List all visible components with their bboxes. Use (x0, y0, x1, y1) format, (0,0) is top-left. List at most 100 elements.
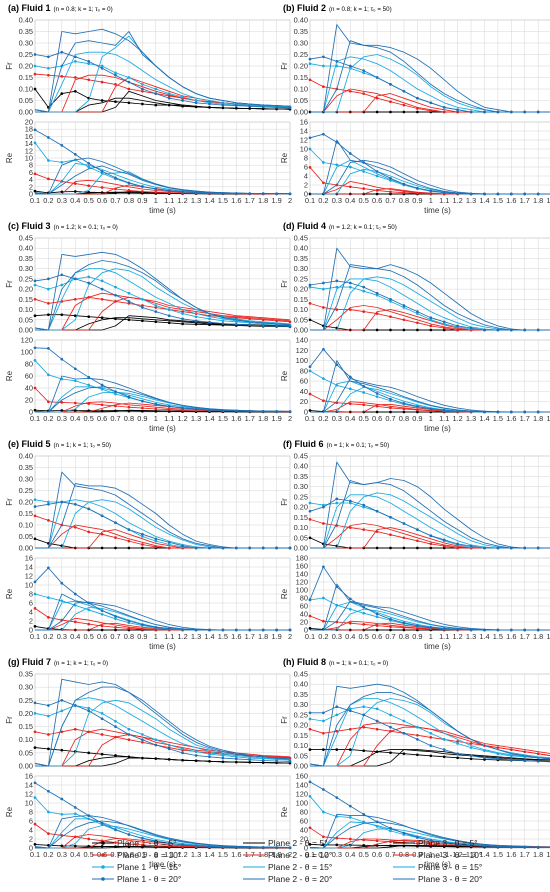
re-y-tick-label: 6 (29, 168, 33, 177)
panel-title: (e) Fluid 5 (n = 1; k = 1; τ₀ = 50) (8, 439, 111, 449)
data-point (402, 318, 406, 322)
data-point (73, 297, 77, 301)
re-frame (309, 557, 550, 631)
x-tick-label: 0.7 (110, 414, 120, 423)
re-y-tick-label: 8 (304, 154, 308, 163)
re-y-tick-label: 100 (21, 348, 33, 357)
data-point (154, 539, 158, 543)
data-point (60, 748, 64, 752)
data-point (335, 501, 339, 505)
re-y-tick-label: 6 (29, 599, 33, 608)
data-point (362, 503, 366, 507)
data-point (33, 537, 37, 541)
data-point (308, 843, 312, 846)
data-point (308, 166, 312, 169)
re-y-tick-label: 0 (304, 408, 308, 417)
data-point (33, 607, 37, 610)
data-point (402, 191, 406, 195)
data-point (100, 297, 104, 301)
data-point (47, 313, 50, 317)
data-point (456, 324, 459, 328)
re-y-tick-label: 2 (29, 617, 33, 626)
data-point (47, 500, 50, 504)
fr-y-tick-label: 0.05 (294, 751, 308, 760)
x-tick-label: 1.7 (520, 632, 530, 641)
data-point (308, 627, 312, 630)
x-tick-label: 1.5 (493, 850, 503, 859)
x-tick-label: 1.8 (533, 196, 543, 205)
x-tick-label: 1.4 (204, 850, 214, 859)
x-tick-label: 0.3 (332, 196, 342, 205)
x-tick-label: 0.1 (30, 850, 40, 859)
data-point (483, 546, 486, 550)
data-point (154, 839, 158, 843)
data-point (73, 153, 77, 156)
data-point (181, 747, 184, 751)
data-point (335, 279, 339, 283)
data-point (73, 89, 77, 93)
panel-params: (n = 0.8; k = 1; τ₀ = 50) (329, 6, 392, 13)
data-point (483, 756, 486, 760)
x-tick-label: 1.3 (466, 196, 476, 205)
x-tick-label: 1.5 (218, 632, 228, 641)
data-point (33, 346, 37, 350)
data-point (362, 285, 366, 289)
data-point (194, 322, 198, 326)
data-point (389, 297, 392, 301)
series-line-12 (35, 601, 290, 631)
data-point (73, 806, 77, 809)
panel-label: (f) Fluid 6 (283, 439, 324, 449)
data-point (127, 395, 131, 399)
data-point (208, 102, 211, 106)
data-point (375, 395, 379, 398)
data-point (87, 837, 91, 841)
re-y-tick-label: 100 (296, 586, 308, 595)
data-point (308, 147, 312, 151)
data-point (402, 306, 406, 309)
data-point (335, 705, 339, 709)
data-point (141, 740, 144, 744)
x-tick-label: 0.7 (385, 850, 395, 859)
x-tick-label: 1.3 (466, 414, 476, 423)
x-tick-label: 2 (288, 632, 292, 641)
data-point (322, 287, 325, 291)
data-point (100, 733, 104, 736)
fr-y-tick-label: 0.00 (19, 544, 33, 553)
data-point (73, 190, 77, 193)
data-point (87, 608, 91, 612)
series-line-12 (310, 264, 550, 331)
re-y-axis-label: Re (5, 806, 14, 817)
x-tick-label: 1 (154, 632, 158, 641)
data-point (416, 842, 419, 845)
re-y-tick-label: 0 (304, 190, 308, 199)
data-point (127, 738, 131, 742)
data-point (389, 83, 392, 86)
data-point (362, 71, 366, 75)
fr-y-tick-label: 0.10 (19, 85, 33, 94)
data-point (402, 182, 406, 186)
data-point (181, 190, 184, 194)
data-point (87, 530, 91, 534)
legend: Plane 1 - θ = 5° Plane 2 - θ = 5° Plane 3 … (92, 838, 482, 884)
data-point (194, 101, 198, 105)
data-point (33, 701, 37, 705)
data-point (154, 320, 158, 324)
data-point (348, 748, 352, 751)
data-point (73, 182, 77, 185)
data-point (60, 709, 64, 713)
legend-label: Plane 3 - θ = 5° (418, 838, 478, 848)
x-tick-label: 1 (154, 414, 158, 423)
fr-y-tick-label: 0.10 (294, 85, 308, 94)
data-point (261, 759, 265, 762)
x-axis-label: time (s) (424, 642, 451, 651)
data-point (154, 743, 158, 747)
data-point (127, 181, 131, 185)
legend-label: Plane 3 - θ = 10° (418, 850, 482, 860)
fr-y-tick-label: 0.10 (19, 305, 33, 314)
fr-y-tick-label: 0.00 (294, 544, 308, 553)
data-point (348, 64, 352, 68)
data-point (47, 277, 50, 281)
x-tick-label: 0.4 (70, 632, 80, 641)
